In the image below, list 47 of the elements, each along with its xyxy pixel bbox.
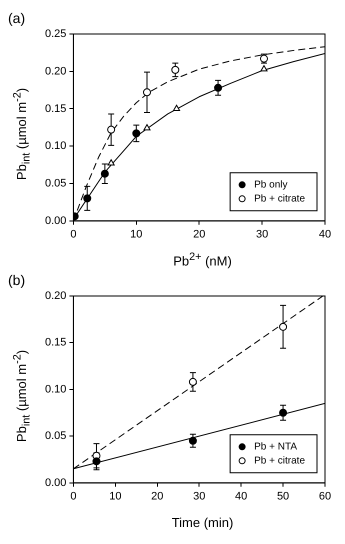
x-axis-title: Pb$^{2+}$ (nM): [172, 250, 233, 268]
y-tick-label: 0.20: [44, 290, 66, 302]
legend-label: Pb + citrate: [254, 194, 306, 205]
point: [143, 88, 151, 96]
point: [92, 457, 100, 466]
point: [108, 159, 115, 166]
point: [100, 170, 109, 178]
point: [171, 66, 180, 74]
y-tick-label: 0.10: [44, 140, 66, 152]
x-tick-label: 0: [70, 490, 76, 502]
point: [260, 65, 268, 72]
point: [214, 84, 222, 92]
x-tick-label: 20: [193, 228, 206, 240]
point: [188, 436, 197, 445]
x-tick-label: 40: [235, 490, 248, 502]
chart-title: (b): [8, 272, 26, 288]
y-tick-label: 0.10: [44, 383, 66, 396]
x-tick-label: 20: [151, 490, 164, 502]
y-tick-label: 0.15: [44, 102, 66, 115]
x-tick-label: 30: [256, 228, 268, 240]
legend-label: Pb + NTA: [254, 442, 298, 453]
y-tick-label: 0.25: [44, 28, 66, 40]
y-tick-label: 0.20: [44, 65, 66, 78]
y-tick-label: 0.05: [44, 430, 66, 442]
point: [83, 194, 92, 202]
x-tick-label: 60: [318, 490, 332, 502]
point: [173, 104, 180, 111]
x-tick-label: 30: [193, 490, 206, 502]
legend-label: Pb only: [254, 180, 288, 191]
point: [132, 129, 140, 138]
point: [143, 124, 151, 130]
y-tick-label: 0.05: [44, 177, 66, 190]
y-tick-label: 0.00: [44, 476, 66, 489]
point: [188, 378, 197, 386]
x-axis-title: Time (min): [170, 515, 234, 530]
point: [279, 322, 288, 331]
x-tick-label: 10: [109, 490, 122, 502]
y-tick-label: 0.15: [44, 336, 66, 349]
point: [279, 408, 288, 417]
point: [107, 126, 116, 134]
chart-title: (a): [8, 10, 26, 26]
y-tick-label: 0.00: [44, 214, 66, 227]
x-tick-label: 50: [276, 490, 290, 502]
x-tick-label: 40: [318, 228, 332, 240]
x-tick-label: 10: [130, 228, 142, 240]
legend-label: Pb + citrate: [254, 456, 306, 467]
x-tick-label: 0: [70, 228, 76, 240]
